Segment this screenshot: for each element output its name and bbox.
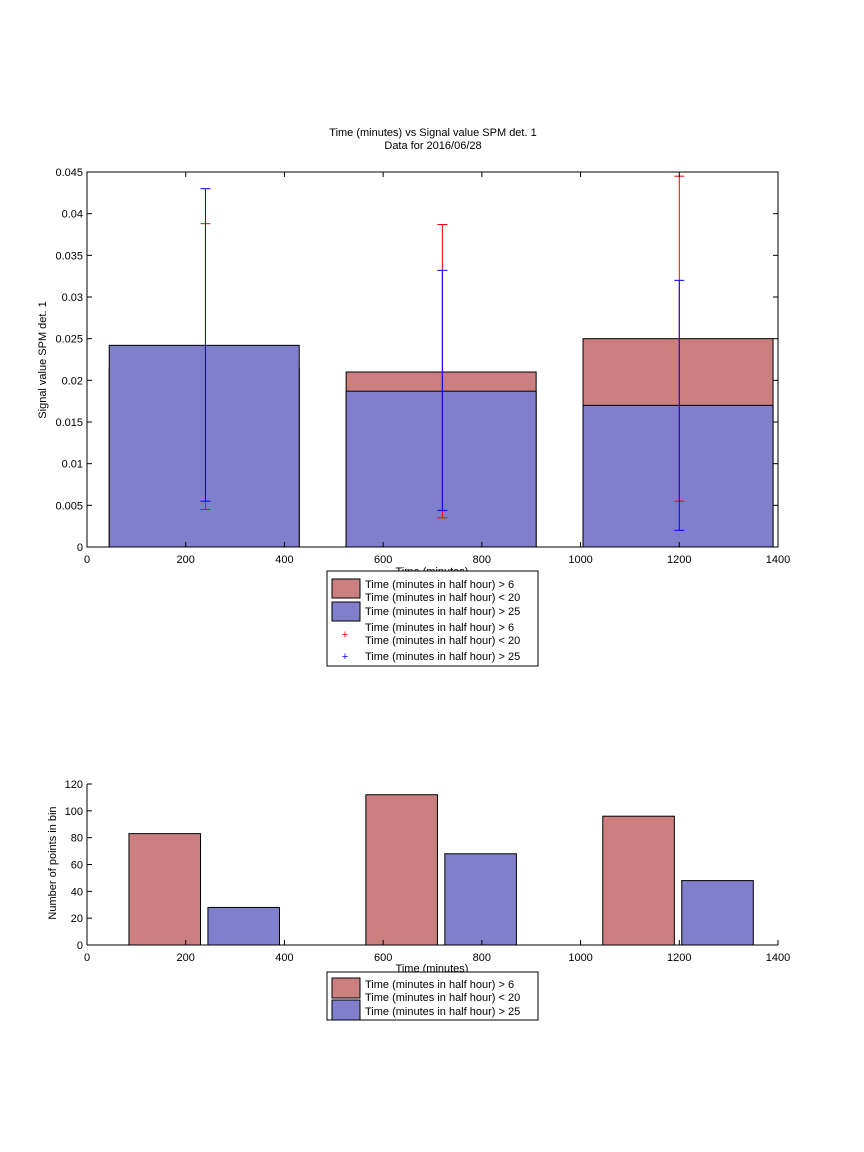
legend-marker-red: + — [342, 629, 348, 641]
legend-frame — [326, 570, 539, 667]
x-tick-label: 200 — [177, 952, 195, 964]
chart-title: Time (minutes) vs Signal value SPM det. … — [329, 127, 536, 139]
x-tick-label: 1200 — [667, 952, 691, 964]
y-tick-label: 0.015 — [55, 417, 83, 429]
legend-swatch-red — [331, 977, 361, 999]
x-tick-label: 600 — [374, 952, 392, 964]
x-tick-label: 200 — [177, 554, 195, 566]
legend-label: Time (minutes in half hour) > 6 — [365, 979, 514, 991]
y-tick-label: 40 — [71, 886, 83, 898]
x-tick-label: 400 — [275, 554, 293, 566]
y-tick-label: 0.005 — [55, 500, 83, 512]
y-tick-label: 0.03 — [62, 292, 83, 304]
y-tick-label: 0.04 — [62, 209, 83, 221]
count-axes: 0 200 400 600 800 1000 1200 1400 0 20 40 60 80 100 120 — [65, 779, 791, 964]
count-chart: 0 200 400 600 800 1000 1200 1400 0 20 40 60 80 100 120… — [47, 779, 791, 1021]
x-tick-label: 1000 — [568, 952, 592, 964]
x-tick-label: 1400 — [766, 952, 790, 964]
count-bar-blue — [681, 880, 754, 946]
legend-swatch-red — [331, 578, 361, 599]
legend-swatch-blue — [331, 601, 361, 622]
chart-subtitle: Data for 2016/06/28 — [384, 140, 481, 152]
x-tick-label: 1000 — [568, 554, 592, 566]
y-tick-label: 100 — [65, 806, 83, 818]
count-bar-blue — [207, 906, 280, 946]
y-tick-label: 0.025 — [55, 334, 83, 346]
bar-blue — [108, 344, 300, 548]
y-axis-label: Signal value SPM det. 1 — [37, 301, 49, 418]
y-tick-label: 60 — [71, 860, 83, 872]
bar-blue — [345, 390, 537, 548]
x-tick-label: 0 — [84, 554, 90, 566]
y-tick-label: 0 — [77, 542, 83, 554]
x-tick-label: 1200 — [667, 554, 691, 566]
signal-axes: 0 200 400 600 800 1000 1200 1400 0 0.005 0.01 0.015… — [55, 167, 790, 566]
plot-area-frame — [86, 171, 779, 548]
y-tick-label: 20 — [71, 913, 83, 925]
count-bar-red — [365, 794, 438, 946]
legend-swatch-blue — [331, 999, 361, 1021]
count-bars — [128, 794, 754, 946]
x-tick-label: 800 — [473, 554, 491, 566]
legend-label: Time (minutes in half hour) > 25 — [365, 606, 520, 618]
y-tick-label: 0.045 — [55, 167, 83, 179]
signal-bars — [108, 338, 774, 548]
legend-label: Time (minutes in half hour) < 20 — [365, 592, 520, 604]
legend-label: Time (minutes in half hour) < 20 — [365, 635, 520, 647]
count-legend: Time (minutes in half hour) > 6 Time (mi… — [326, 971, 539, 1021]
y-axis-label: Number of points in bin — [47, 806, 59, 919]
legend-label: Time (minutes in half hour) > 6 — [365, 622, 514, 634]
x-tick-label: 400 — [275, 952, 293, 964]
y-tick-label: 0.01 — [62, 459, 83, 471]
legend-frame — [326, 971, 539, 1021]
count-bar-red — [602, 815, 675, 946]
x-tick-label: 600 — [374, 554, 392, 566]
x-tick-label: 0 — [84, 952, 90, 964]
bar-blue — [582, 404, 774, 548]
y-tick-label: 80 — [71, 833, 83, 845]
y-tick-label: 0.035 — [55, 250, 83, 262]
legend-label: Time (minutes in half hour) > 25 — [365, 651, 520, 663]
x-tick-label: 800 — [473, 952, 491, 964]
y-tick-label: 120 — [65, 779, 83, 791]
count-bar-red — [128, 833, 202, 946]
signal-legend: Time (minutes in half hour) > 6 Time (mi… — [326, 570, 539, 667]
legend-marker-blue: + — [342, 651, 348, 663]
legend-label: Time (minutes in half hour) < 20 — [365, 992, 520, 1004]
count-bar-blue — [444, 853, 517, 946]
signal-errorbars — [200, 175, 685, 531]
y-tick-label: 0 — [77, 940, 83, 952]
signal-chart: Time (minutes) vs Signal value SPM det. … — [37, 127, 790, 667]
legend-label: Time (minutes in half hour) > 25 — [365, 1006, 520, 1018]
legend-label: Time (minutes in half hour) > 6 — [365, 579, 514, 591]
x-tick-label: 1400 — [766, 554, 790, 566]
y-tick-label: 0.02 — [62, 375, 83, 387]
